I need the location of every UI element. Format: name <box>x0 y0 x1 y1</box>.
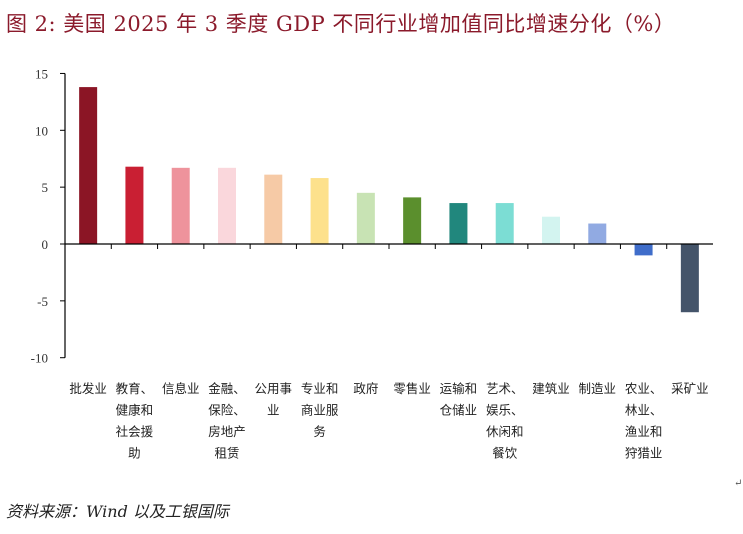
x-tick-label: 农业、 <box>625 381 663 396</box>
x-tick-label: 健康和 <box>116 403 154 418</box>
x-tick-label: 房地产 <box>208 424 246 439</box>
x-tick-label: 餐饮 <box>492 446 518 461</box>
y-tick-label: -10 <box>31 351 48 366</box>
source-note: 资料来源：Wind 以及工银国际 <box>6 502 229 521</box>
bar <box>264 174 283 244</box>
x-tick-label: 社会援 <box>116 424 154 439</box>
bar <box>495 203 514 244</box>
y-tick-label: 10 <box>35 123 48 138</box>
bar <box>171 167 190 244</box>
x-tick-label: 林业、 <box>625 403 663 418</box>
paragraph-mark: ↵ <box>734 478 743 489</box>
x-tick-label: 业 <box>267 403 280 418</box>
bar <box>403 197 422 244</box>
y-tick-label: 0 <box>42 237 49 252</box>
x-tick-label: 渔业和 <box>625 424 663 439</box>
x-tick-label: 务 <box>313 424 326 439</box>
bar <box>125 166 144 244</box>
x-tick-label: 助 <box>128 446 141 461</box>
bar <box>542 216 560 244</box>
x-tick-label: 仓储业 <box>440 403 478 418</box>
x-tick-label: 政府 <box>353 381 378 396</box>
x-tick-label: 信息业 <box>162 381 200 396</box>
x-tick-label: 休闲和 <box>486 424 524 439</box>
x-tick-label: 艺术、 <box>486 381 524 396</box>
bar <box>218 167 236 244</box>
y-tick-label: 5 <box>42 180 49 195</box>
x-tick-label: 零售业 <box>393 381 431 396</box>
bar <box>449 203 468 244</box>
x-tick-label: 娱乐、 <box>486 403 524 418</box>
x-tick-label: 教育、 <box>116 381 154 396</box>
bar <box>356 192 375 244</box>
x-tick-label: 商业服 <box>301 403 339 418</box>
x-tick-label: 租赁 <box>214 446 239 461</box>
x-tick-label: 批发业 <box>69 381 107 396</box>
x-tick-label: 制造业 <box>579 381 617 396</box>
x-tick-label: 金融、 <box>208 381 246 396</box>
y-tick-label: -5 <box>37 294 48 309</box>
chart-title: 图 2: 美国 2025 年 3 季度 GDP 不同行业增加值同比增速分化（%） <box>6 12 676 36</box>
x-tick-label: 狩猎业 <box>625 446 663 461</box>
x-tick-label: 专业和 <box>301 381 339 396</box>
bar <box>634 244 653 256</box>
y-tick-label: 15 <box>35 66 48 81</box>
x-tick-label: 保险、 <box>208 403 246 418</box>
bar <box>79 87 98 245</box>
x-tick-label: 采矿业 <box>671 381 709 396</box>
bar <box>680 244 699 313</box>
bar <box>310 178 329 244</box>
x-tick-label: 建筑业 <box>532 381 570 396</box>
x-tick-label: 公用事 <box>255 381 293 396</box>
x-tick-label: 运输和 <box>440 381 478 396</box>
bar <box>588 223 607 244</box>
